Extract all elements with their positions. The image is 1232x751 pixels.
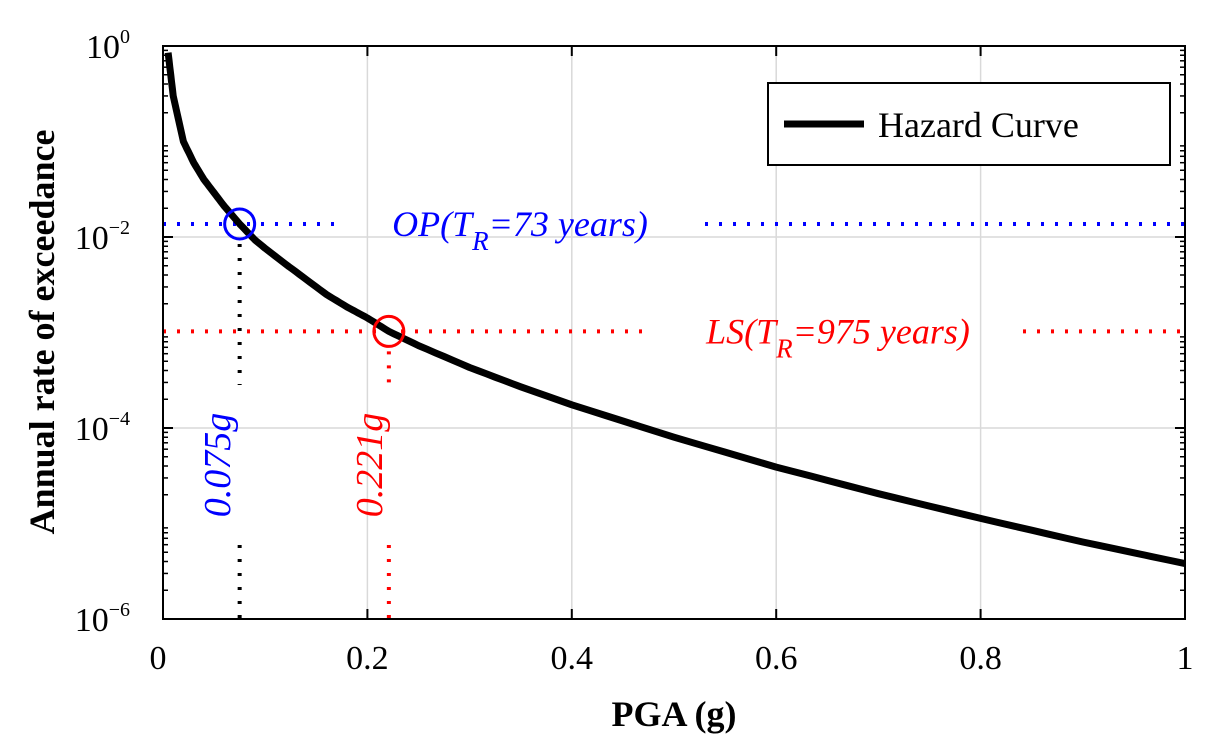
- x-tick-label: 0.6: [755, 640, 798, 677]
- plot-frame: [162, 45, 1186, 620]
- reference-lines: [163, 221, 1185, 619]
- y-tick-label: 10−6: [75, 599, 130, 639]
- legend-label-hazard-curve: Hazard Curve: [878, 105, 1079, 145]
- x-axis-title: PGA (g): [612, 694, 737, 734]
- y-axis-ticks: 100 10−2 10−4 10−6: [75, 26, 1185, 639]
- x-tick-label: 0.2: [346, 640, 389, 677]
- x-tick-label: 1: [1177, 640, 1194, 677]
- hazard-curve-line: [164, 52, 1186, 568]
- x-axis-ticks: 0 0.2 0.4 0.6 0.8 1: [150, 46, 1194, 677]
- y-tick-label: 10−2: [75, 217, 130, 257]
- x-tick-label: 0: [150, 640, 167, 677]
- reference-markers: OP(TR=73 years) 0.075g LS(TR=975 years) 0.2…: [197, 204, 970, 517]
- x-tick-label: 0.8: [959, 640, 1002, 677]
- y-tick-label: 100: [86, 26, 130, 66]
- legend: Hazard Curve: [767, 82, 1171, 166]
- y-axis-title: Annual rate of exceedance: [22, 130, 62, 535]
- op-value-label: 0.075g: [197, 413, 239, 518]
- y-tick-label: 10−4: [75, 408, 130, 448]
- op-marker: [223, 207, 257, 241]
- ls-value-label: 0.221g: [349, 413, 391, 518]
- x-tick-label: 0.4: [551, 640, 594, 677]
- ls-label: LS(TR=975 years): [705, 311, 970, 363]
- op-label: OP(TR=73 years): [392, 204, 648, 256]
- hazard-curve-series: [164, 52, 1186, 568]
- ls-marker: [372, 314, 406, 348]
